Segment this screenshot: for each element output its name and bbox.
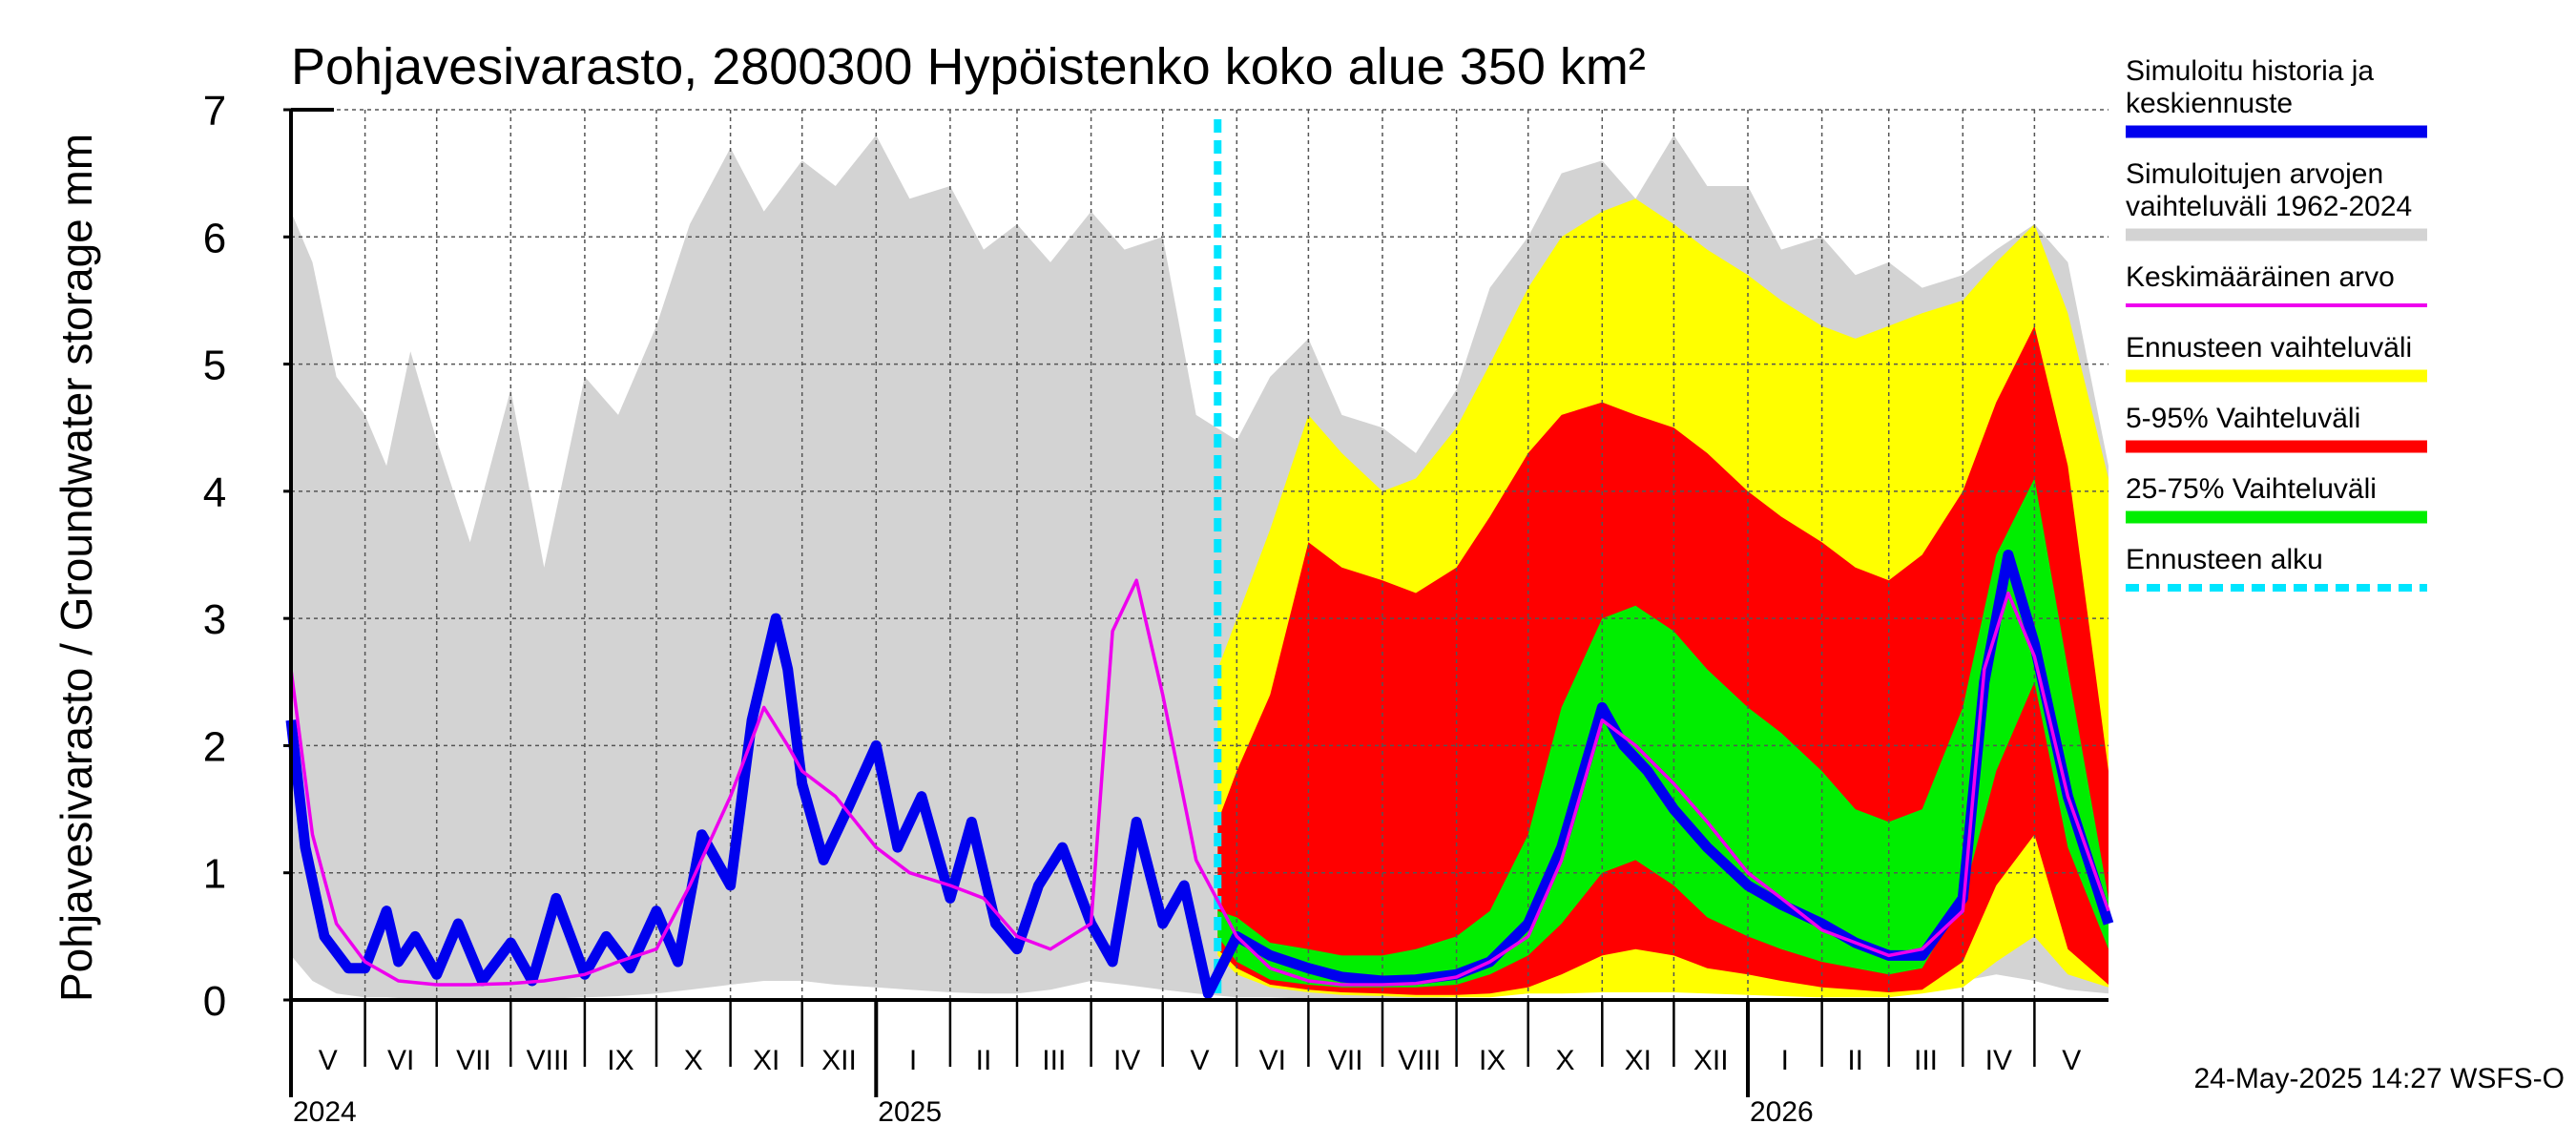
x-month-label: XI [753, 1045, 779, 1076]
mean-line [289, 578, 2110, 987]
x-month-label: IV [1985, 1045, 2012, 1076]
x-month-label: I [1781, 1045, 1789, 1076]
y-tick-label: 2 [203, 723, 226, 770]
x-month-label: VII [456, 1045, 491, 1076]
x-year-label: 2024 [293, 1096, 357, 1128]
y-tick-labels: 0 1 2 3 4 5 6 7 [203, 88, 291, 1025]
x-month-label: VIII [527, 1045, 570, 1076]
legend-label: keskiennuste [2126, 88, 2293, 119]
x-month-label: VII [1328, 1045, 1363, 1076]
legend-label: Ennusteen vaihteluväli [2126, 332, 2412, 364]
y-tick-label: 7 [203, 88, 226, 135]
band-p25_75 [1217, 478, 2109, 988]
y-tick-label: 3 [203, 596, 226, 643]
x-month-label: X [684, 1045, 703, 1076]
y-tick-label: 1 [203, 851, 226, 898]
x-month-label: III [1042, 1045, 1066, 1076]
x-month-label: V [1190, 1045, 1209, 1076]
x-month-label: V [319, 1045, 338, 1076]
x-month-label: IV [1113, 1045, 1140, 1076]
x-month-label: XII [1693, 1045, 1729, 1076]
x-month-label: II [976, 1045, 992, 1076]
y-tick-label: 0 [203, 978, 226, 1025]
legend-label: 25-75% Vaihteluväli [2126, 473, 2377, 505]
timestamp-footer: 24-May-2025 14:27 WSFS-O [2194, 1063, 2566, 1094]
legend-label: Simuloitu historia ja [2126, 55, 2374, 87]
x-month-ticks: V VI VII VIII IX X XI XII I II III IV V VI VII VIII IX X X… [289, 1000, 2081, 1128]
x-month-label: VIII [1398, 1045, 1441, 1076]
legend-label: Simuloitujen arvojen [2126, 158, 2383, 190]
series-lines [285, 550, 2114, 999]
y-tick-label: 5 [203, 343, 226, 389]
chart-title: Pohjavesivarasto, 2800300 Hypöistenko ko… [291, 38, 1646, 95]
history-line [285, 550, 2114, 999]
y-tick-label: 4 [203, 469, 226, 516]
x-month-label: VI [1259, 1045, 1286, 1076]
legend-label: 5-95% Vaihteluväli [2126, 403, 2360, 434]
y-tick-label: 6 [203, 215, 226, 261]
x-month-label: V [2062, 1045, 2081, 1076]
x-month-label: XI [1625, 1045, 1652, 1076]
legend-label: vaihteluväli 1962-2024 [2126, 191, 2412, 222]
legend-label: Ennusteen alku [2126, 544, 2323, 575]
x-month-label: IX [607, 1045, 634, 1076]
x-month-label: XII [821, 1045, 857, 1076]
grid-lines [290, 109, 2109, 1000]
x-year-label: 2026 [1750, 1096, 1814, 1128]
x-month-label: II [1847, 1045, 1863, 1076]
legend-label: Keskimääräinen arvo [2126, 261, 2395, 293]
x-month-label: IX [1479, 1045, 1506, 1076]
x-month-label: I [909, 1045, 917, 1076]
x-month-label: X [1555, 1045, 1574, 1076]
x-month-label: VI [387, 1045, 414, 1076]
x-month-label: III [1914, 1045, 1938, 1076]
x-year-label: 2025 [878, 1096, 942, 1128]
axes [289, 108, 2109, 1002]
y-axis-label: Pohjavesivarasto / Groundwater storage m… [52, 134, 101, 1002]
